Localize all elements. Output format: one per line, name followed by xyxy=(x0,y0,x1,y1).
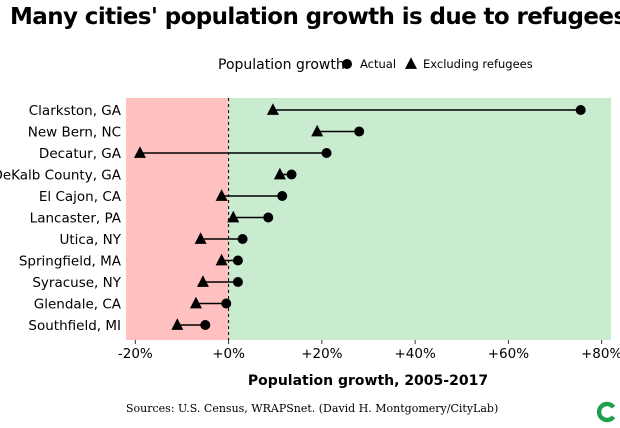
actual-marker xyxy=(232,277,243,287)
y-tick-label: New Bern, NC xyxy=(28,125,121,141)
chart-title: Many cities' population growth is due to… xyxy=(10,4,620,30)
y-tick-label: Utica, NY xyxy=(59,232,121,248)
excluding-refugees-marker xyxy=(133,146,146,158)
excluding-refugees-marker xyxy=(171,318,184,330)
actual-marker xyxy=(232,255,243,266)
excluding-refugees-marker xyxy=(311,124,324,137)
excluding-refugees-marker xyxy=(227,210,240,223)
excluding-refugees-marker xyxy=(215,253,228,266)
y-tick-label: Clarkston, GA xyxy=(29,103,122,119)
x-tick-label: -20% xyxy=(118,346,153,362)
actual-marker xyxy=(263,212,274,223)
actual-marker xyxy=(237,234,248,244)
x-tick-label: +60% xyxy=(488,346,529,362)
excluding-refugees-marker xyxy=(273,167,286,180)
excluding-refugees-marker xyxy=(215,189,228,201)
actual-marker xyxy=(277,191,288,201)
legend-title: Population growth xyxy=(218,57,345,73)
legend-excluding-marker xyxy=(405,57,417,69)
y-tick-label: Syracuse, NY xyxy=(32,275,121,291)
x-tick-label: +20% xyxy=(301,346,342,362)
actual-marker xyxy=(286,169,297,180)
negative-region xyxy=(126,98,229,340)
x-tick-label: +40% xyxy=(394,346,435,362)
y-tick-label: Lancaster, PA xyxy=(30,211,122,227)
x-axis-label: Population growth, 2005-2017 xyxy=(248,373,488,389)
actual-marker xyxy=(200,320,211,330)
y-tick-label: Springfield, MA xyxy=(19,254,122,270)
y-tick-label: Glendale, CA xyxy=(34,297,122,313)
citylab-logo-icon xyxy=(596,401,616,423)
excluding-refugees-marker xyxy=(189,296,202,309)
actual-marker xyxy=(354,126,365,137)
x-tick-label: +0% xyxy=(212,346,245,362)
actual-marker xyxy=(321,148,332,158)
positive-region xyxy=(228,98,611,340)
actual-marker xyxy=(221,298,232,309)
source-note: Sources: U.S. Census, WRAPSnet. (David H… xyxy=(126,402,499,415)
y-tick-label: Decatur, GA xyxy=(39,146,122,162)
legend-excluding-label: Excluding refugees xyxy=(423,57,533,71)
x-tick-label: +80% xyxy=(581,346,620,362)
y-tick-label: Southfield, MI xyxy=(28,318,121,334)
legend-actual-label: Actual xyxy=(360,57,396,71)
excluding-refugees-marker xyxy=(266,103,279,115)
y-tick-label: DeKalb County, GA xyxy=(0,168,122,184)
excluding-refugees-marker xyxy=(194,232,207,244)
excluding-refugees-marker xyxy=(196,275,209,287)
actual-marker xyxy=(575,105,586,115)
legend-actual-marker xyxy=(342,59,352,69)
y-tick-label: El Cajon, CA xyxy=(39,189,122,205)
